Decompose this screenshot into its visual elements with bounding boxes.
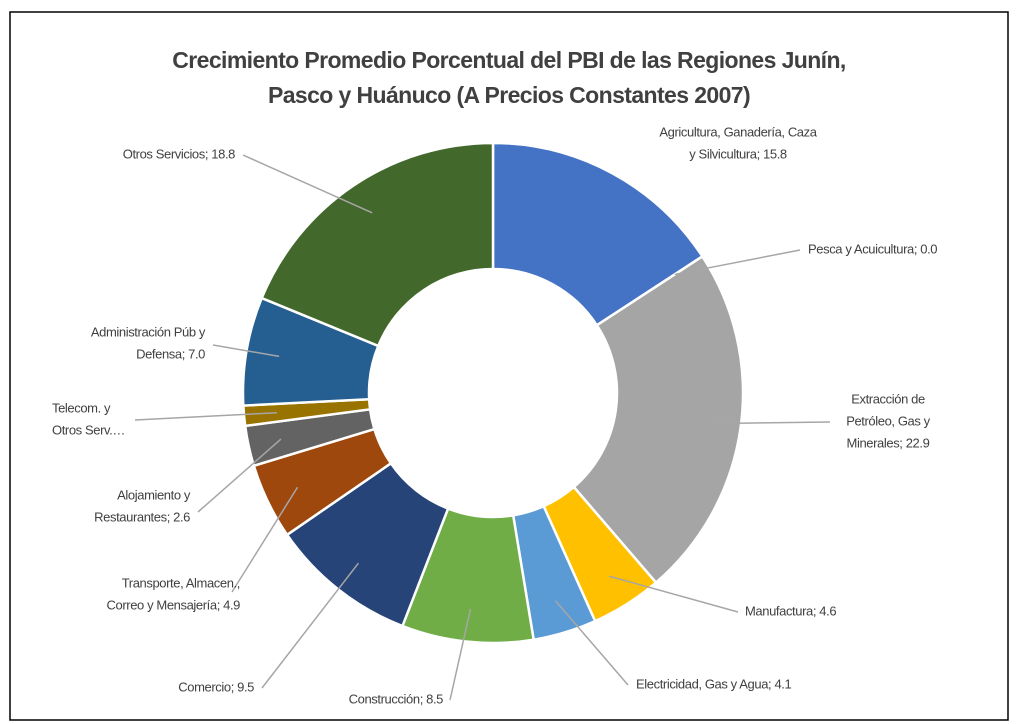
leader-line (449, 608, 472, 701)
leader-line (212, 344, 280, 358)
data-label: y Silvicultura; 15.8 (689, 146, 787, 161)
data-label: Otros Serv.… (52, 422, 125, 437)
leader-line (197, 438, 282, 513)
data-label: Defensa; 7.0 (136, 346, 205, 361)
data-label: Extracción de (851, 391, 925, 406)
data-label: Petróleo, Gas y (846, 413, 930, 428)
data-label: Agricultura, Ganadería, Caza (659, 124, 817, 139)
leader-line (707, 421, 831, 425)
data-label: Comercio; 9.5 (178, 679, 254, 694)
donut-slice (491, 141, 705, 327)
data-label: Electricidad, Gas y Agua; 4.1 (636, 676, 791, 691)
data-label: Alojamiento y (117, 487, 191, 502)
leader-line (231, 486, 299, 593)
data-label: Pesca y Acuicultura; 0.0 (808, 241, 937, 256)
data-label: Administración Púb y (91, 324, 206, 339)
data-label: Restaurantes; 2.6 (94, 509, 190, 524)
leader-line (554, 600, 629, 686)
leader-line (261, 562, 359, 689)
donut-slice (260, 141, 495, 348)
data-label: Otros Servicios; 18.8 (123, 146, 235, 161)
data-label: Construcción; 8.5 (349, 691, 444, 706)
data-label: Transporte, Almacen., (122, 575, 240, 590)
chart-title: Crecimiento Promedio Porcentual del PBI … (172, 47, 845, 73)
leader-line (242, 154, 373, 214)
leader-line (134, 411, 277, 421)
chart-title: Pasco y Huánuco (A Precios Constantes 20… (268, 82, 750, 108)
leader-line (674, 249, 801, 276)
data-label: Correo y Mensajería; 4.9 (107, 597, 241, 612)
data-label: Minerales; 22.9 (847, 435, 930, 450)
donut-slice (572, 254, 745, 585)
leader-line (609, 575, 739, 613)
data-label: Manufactura; 4.6 (745, 603, 836, 618)
data-label: Telecom. y (52, 400, 111, 415)
